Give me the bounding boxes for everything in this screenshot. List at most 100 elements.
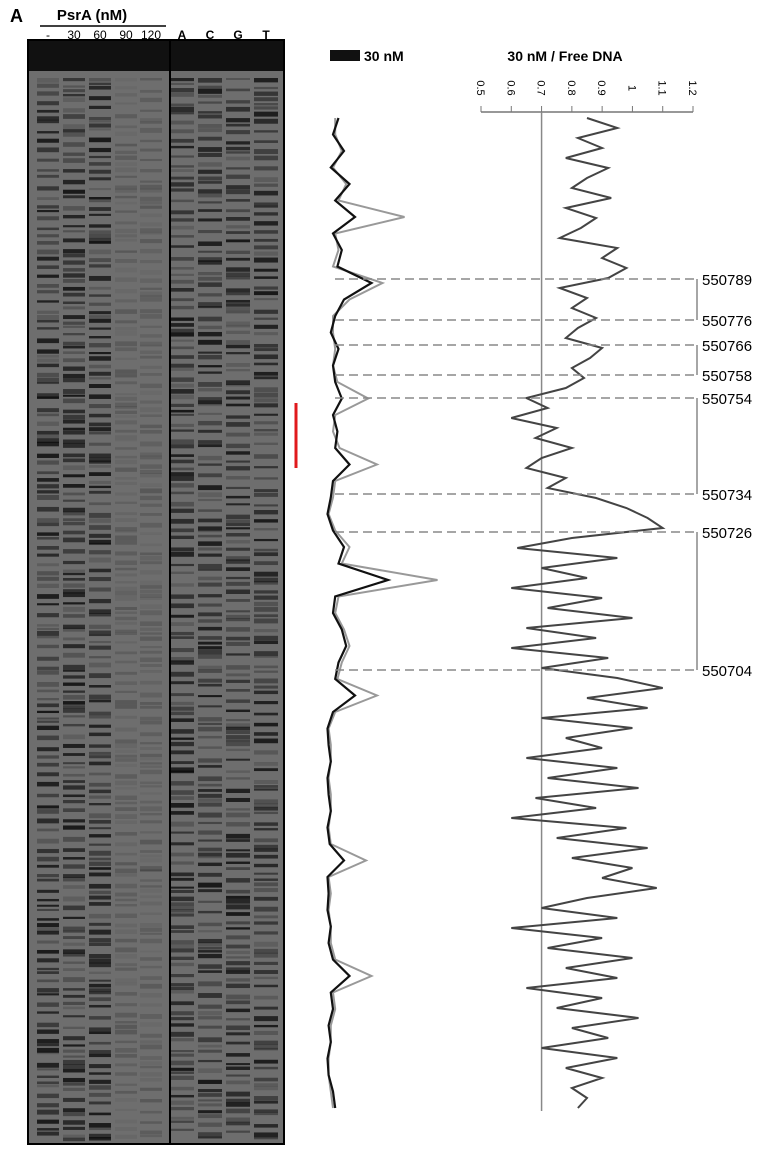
gel-band: [37, 794, 59, 797]
gel-band: [89, 365, 111, 369]
gel-band: [226, 740, 250, 743]
gel-band: [170, 424, 194, 427]
gel-band: [254, 489, 278, 492]
gel-band: [63, 454, 85, 458]
gel-band: [63, 1007, 85, 1010]
gel-band: [254, 1067, 278, 1069]
gel-band: [226, 466, 250, 470]
gel-band: [170, 274, 194, 276]
gel-band: [115, 259, 137, 263]
gel-band: [198, 930, 222, 932]
gel-band: [198, 1005, 222, 1009]
gel-band: [170, 636, 194, 639]
gel-band: [140, 923, 162, 928]
gel-band: [89, 106, 111, 109]
gel-band: [198, 251, 222, 253]
gel-band: [140, 513, 162, 516]
gel-band: [89, 427, 111, 431]
gel-band: [89, 827, 111, 829]
position-label: 550789: [702, 272, 752, 289]
gel-band: [198, 519, 222, 523]
gel-band: [37, 879, 59, 882]
gel-band: [254, 363, 278, 366]
gel-band: [63, 1127, 85, 1130]
gel-band: [140, 628, 162, 631]
gel-band: [115, 210, 137, 212]
gel-band: [37, 624, 59, 626]
gel-band: [140, 292, 162, 295]
gel-band: [89, 858, 111, 861]
gel-band: [63, 808, 85, 812]
gel-band: [63, 762, 85, 764]
gel-band: [226, 107, 250, 112]
gel-band: [254, 212, 278, 215]
gel-band: [37, 690, 59, 693]
gel-band: [89, 963, 111, 968]
gel-band: [63, 906, 85, 911]
gel-band: [198, 798, 222, 801]
gel-band: [254, 372, 278, 376]
gel-band: [115, 862, 137, 865]
gel-band: [170, 364, 194, 368]
gel-band: [63, 917, 85, 919]
gel-band: [140, 270, 162, 275]
gel-band: [170, 707, 194, 711]
gel-band: [226, 267, 250, 271]
gel-band: [170, 1076, 194, 1080]
gel-band: [89, 997, 111, 1001]
gel-band: [115, 622, 137, 625]
gel-band: [198, 440, 222, 444]
gel-band: [198, 332, 222, 336]
gel-band: [63, 225, 85, 227]
gel-band: [37, 91, 59, 95]
gel-band: [198, 947, 222, 950]
gel-band: [115, 963, 137, 966]
gel-band: [37, 584, 59, 588]
gel-band: [63, 1056, 85, 1058]
gel-band: [115, 518, 137, 522]
gel-band: [254, 723, 278, 727]
gel-band: [254, 713, 278, 716]
gel-band: [37, 290, 59, 293]
gel-band: [198, 942, 222, 946]
gel-band: [140, 239, 162, 243]
gel-band: [226, 759, 250, 761]
gel-band: [140, 939, 162, 944]
gel-band: [115, 1030, 137, 1035]
gel-band: [254, 762, 278, 766]
position-label: 550754: [702, 391, 752, 408]
gel-band: [115, 781, 137, 785]
gel-band: [140, 850, 162, 853]
gel-band: [63, 531, 85, 535]
gel-band: [226, 978, 250, 981]
gel-band: [140, 1045, 162, 1050]
gel-band: [198, 89, 222, 94]
gel-band: [140, 758, 162, 760]
gel-band: [63, 273, 85, 277]
gel-band: [115, 1003, 137, 1006]
gel-band: [115, 530, 137, 533]
gel-band: [63, 302, 85, 304]
gel-band: [140, 1022, 162, 1026]
gel-band: [226, 444, 250, 448]
gel-band: [89, 1128, 111, 1130]
gel-band: [254, 149, 278, 154]
gel-band: [63, 1050, 85, 1053]
gel-band: [37, 327, 59, 329]
gel-band: [37, 518, 59, 522]
gel-band: [254, 92, 278, 96]
gel-band: [37, 958, 59, 962]
gel-band: [89, 625, 111, 629]
gel-band: [89, 138, 111, 143]
gel-band: [140, 855, 162, 858]
gel-band: [63, 169, 85, 172]
gel-band: [170, 492, 194, 495]
gel-band: [37, 257, 59, 261]
gel-band: [140, 366, 162, 369]
gel-band: [140, 604, 162, 609]
gel-band: [226, 935, 250, 939]
gel-band: [89, 177, 111, 180]
gel-band: [170, 414, 194, 416]
gel-band: [170, 890, 194, 893]
gel-band: [226, 995, 250, 1000]
